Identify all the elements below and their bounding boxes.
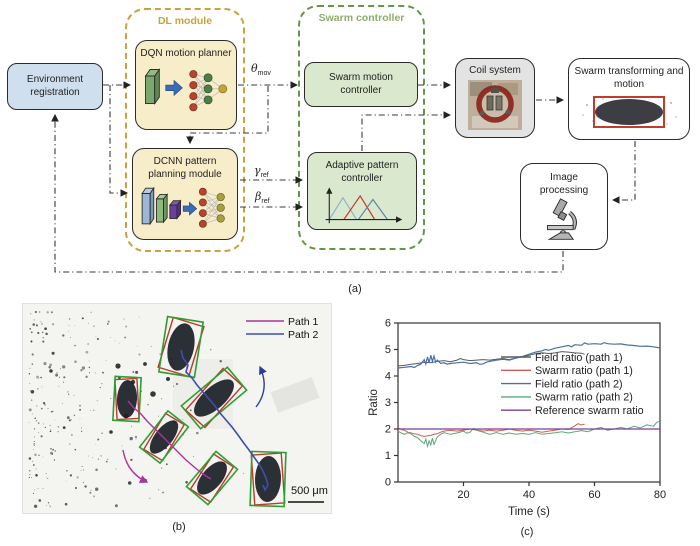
swarm-transforming-label: Swarm transforming and motion (574, 66, 684, 90)
rotation-arrow-path1 (122, 449, 149, 483)
panel-c-chart: 0 1 2 3 4 5 6 20 40 60 80 Ratio Time (s) Field ratio … (368, 300, 700, 546)
series-line (397, 420, 661, 449)
coil-system-photo (468, 79, 522, 130)
dcnn-pattern-planning-box: DCNN pattern planning module (132, 148, 238, 240)
swarm-bounding-boxes (112, 315, 287, 508)
legend-entry-label: Field ratio (path 2) (535, 378, 623, 390)
legend-path2-label: Path 2 (288, 329, 319, 341)
dl-module-title: DL module (157, 15, 213, 27)
scale-bar: 500 μm (288, 485, 328, 503)
y-tick-label: 2 (385, 424, 391, 436)
series-line (397, 351, 585, 367)
image-processing-box: Image processing (520, 163, 608, 250)
panel-b-legend: Path 1 Path 2 (246, 316, 319, 341)
y-tick-label: 6 (385, 318, 391, 330)
series-line (397, 341, 661, 369)
dqn-motion-planner-label: DQN motion planner (140, 48, 232, 59)
legend-path1-label: Path 1 (288, 316, 319, 328)
coil-system-label: Coil system (469, 65, 521, 76)
signal-gamma-ref: γref (254, 164, 269, 180)
coil-system-box: Coil system (455, 58, 535, 138)
y-tick-label: 5 (385, 344, 391, 356)
dqn-neural-network-icon (144, 67, 228, 111)
y-axis-label: Ratio (368, 389, 380, 416)
y-tick-label: 3 (385, 397, 391, 409)
swarm-motion-controller-label: Swarm motion controller (329, 72, 393, 96)
dcnn-layers-icon (141, 186, 225, 228)
microscope-icon (546, 198, 577, 240)
x-tick-label: 60 (588, 489, 600, 501)
rotation-arrow-path2 (255, 365, 267, 408)
y-tick-label: 4 (385, 371, 391, 383)
environment-registration-label: Environment registration (26, 74, 84, 98)
swarm-controller-title: Swarm controller (318, 12, 405, 24)
legend-entry-label: Field ratio (path 1) (535, 352, 623, 364)
dcnn-pattern-planning-label: DCNN pattern planning module (148, 156, 222, 180)
path-2-trajectory (180, 349, 269, 492)
legend-entry-label: Reference swarm ratio (535, 405, 644, 417)
signal-theta-mov: θmov (251, 62, 271, 78)
image-processing-label: Image processing (539, 172, 589, 196)
signal-beta-ref: βref (255, 190, 270, 206)
adaptive-pattern-controller-label: Adaptive pattern controller (325, 160, 399, 184)
environment-registration-box: Environment registration (7, 63, 103, 110)
x-axis-label: Time (s) (508, 506, 550, 518)
y-tick-label: 0 (385, 477, 391, 489)
swarm-transforming-box: Swarm transforming and motion (568, 58, 690, 140)
adaptive-pattern-controller-box: Adaptive pattern controller (307, 152, 417, 230)
x-tick-label: 80 (654, 489, 666, 501)
swarm-motion-controller-box: Swarm motion controller (304, 62, 418, 107)
debris-speckles (28, 310, 245, 508)
series-line (397, 423, 585, 437)
x-tick-label: 40 (523, 489, 535, 501)
caption-b: (b) (172, 521, 186, 533)
dqn-motion-planner-box: DQN motion planner (135, 40, 237, 130)
caption-a: (a) (348, 283, 362, 295)
x-tick-label: 20 (457, 489, 469, 501)
legend-entry-label: Swarm ratio (path 1) (535, 365, 633, 377)
scale-bar-label: 500 μm (291, 485, 328, 497)
path-1-trajectory (127, 400, 212, 480)
membership-functions-icon (325, 187, 403, 224)
caption-c: (c) (520, 526, 534, 538)
panel-a-diagram: Environment registration DL module DQN m… (7, 5, 690, 295)
y-tick-label: 1 (385, 450, 391, 462)
swarm-ellipse-graphic (582, 96, 677, 128)
ratio-vs-time-chart: 0 1 2 3 4 5 6 20 40 60 80 Ratio Time (s) Field ratio … (368, 318, 666, 519)
panel-b-microscopy: Path 1 Path 2 500 μm (b) (22, 303, 332, 533)
microswarm-blobs (116, 323, 282, 502)
legend-entry-label: Swarm ratio (path 2) (535, 392, 633, 404)
